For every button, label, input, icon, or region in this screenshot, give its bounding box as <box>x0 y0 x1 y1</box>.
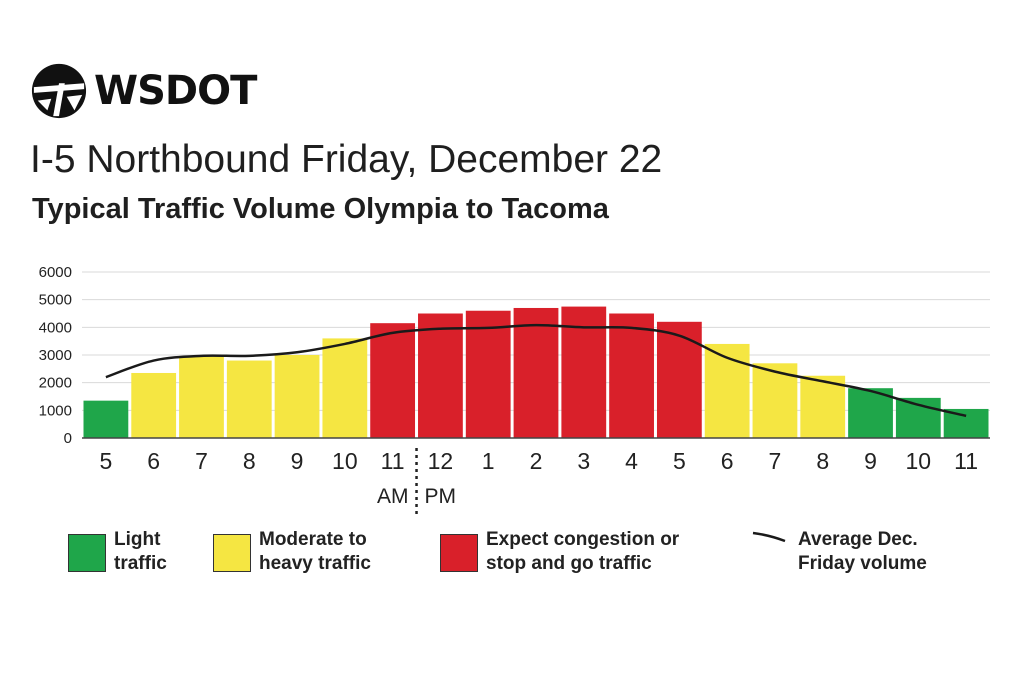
x-tick-label: 8 <box>816 448 829 474</box>
y-tick-label: 3000 <box>39 347 72 364</box>
bar <box>179 356 224 438</box>
x-tick-label: 2 <box>530 448 543 474</box>
bar <box>370 323 416 438</box>
y-tick-label: 6000 <box>39 264 72 281</box>
legend-label-congestion: Expect congestion or stop and go traffic <box>486 529 680 574</box>
bar <box>322 338 368 438</box>
x-tick-label: 6 <box>721 448 734 474</box>
legend-item-light: Light traffic <box>68 528 167 576</box>
legend-line-icon <box>752 531 786 543</box>
wsdot-emblem-icon <box>31 63 87 119</box>
pm-label: PM <box>425 485 457 508</box>
x-tick-label: 9 <box>291 448 304 474</box>
x-tick-label: 3 <box>577 448 590 474</box>
bar <box>131 372 177 438</box>
legend-label-moderate: Moderate to heavy traffic <box>259 529 371 574</box>
legend-item-average: Average Dec. Friday volume <box>752 528 927 576</box>
am-label: AM <box>377 485 409 508</box>
y-tick-label: 0 <box>64 430 72 447</box>
bar <box>465 310 511 438</box>
legend-swatch-congestion <box>440 534 478 572</box>
x-tick-label: 10 <box>332 448 358 474</box>
x-tick-label: 6 <box>147 448 160 474</box>
chart-title: I-5 Northbound Friday, December 22 <box>30 138 663 181</box>
legend-item-moderate: Moderate to heavy traffic <box>213 528 371 576</box>
x-tick-label: 5 <box>673 448 686 474</box>
bar <box>848 388 893 438</box>
x-tick-label: 4 <box>625 448 638 474</box>
y-tick-label: 1000 <box>39 402 72 419</box>
bar <box>226 360 272 438</box>
wsdot-logo: WSDOT <box>30 62 257 120</box>
chart-subtitle: Typical Traffic Volume Olympia to Tacoma <box>32 193 609 225</box>
bar <box>656 321 702 438</box>
x-tick-label: 7 <box>769 448 782 474</box>
logo-text: WSDOT <box>94 68 257 114</box>
bar <box>704 343 750 438</box>
average-volume-line <box>105 323 967 418</box>
bar <box>418 313 463 438</box>
y-tick-label: 5000 <box>39 292 72 309</box>
legend-label-light: Light traffic <box>114 529 167 574</box>
legend-swatch-moderate <box>213 534 251 572</box>
x-tick-label: 5 <box>99 448 112 474</box>
bar <box>83 400 129 438</box>
x-tick-label: 8 <box>243 448 256 474</box>
legend-swatch-light <box>68 534 106 572</box>
y-tick-label: 4000 <box>39 319 72 336</box>
x-tick-label: 10 <box>906 448 932 474</box>
bar <box>800 375 846 438</box>
y-tick-label: 2000 <box>39 375 72 392</box>
x-tick-label: 11 <box>954 448 978 474</box>
legend-label-average: Average Dec. Friday volume <box>798 529 927 574</box>
bar <box>513 307 559 438</box>
bar <box>274 355 320 438</box>
legend-item-congestion: Expect congestion or stop and go traffic <box>440 528 679 576</box>
x-tick-label: 11 <box>381 448 405 474</box>
x-tick-label: 9 <box>864 448 877 474</box>
x-tick-label: 1 <box>482 448 495 474</box>
x-tick-label: 7 <box>195 448 208 474</box>
legend: Light traffic Moderate to heavy traffic Ex… <box>0 528 1024 588</box>
x-tick-label: 12 <box>428 448 454 474</box>
bar <box>609 313 654 438</box>
